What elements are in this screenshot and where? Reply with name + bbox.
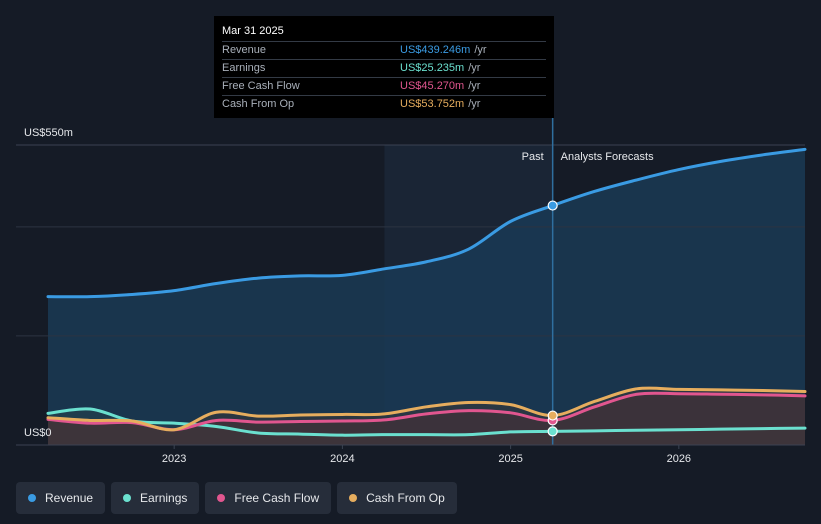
- x-tick-label: 2024: [330, 453, 354, 465]
- tooltip-label: Revenue: [222, 44, 267, 56]
- legend-item-free-cash-flow[interactable]: Free Cash Flow: [205, 482, 332, 514]
- tooltip-label: Free Cash Flow: [222, 80, 300, 92]
- chart: US$550m US$0 2023 2024 2025 2026 Past Analysts …: [16, 118, 807, 465]
- y-axis-bottom-label: US$0: [24, 427, 52, 439]
- area-revenue: [48, 149, 805, 445]
- legend-dot-icon: [28, 494, 36, 502]
- tooltip-unit: /yr: [468, 62, 481, 74]
- past-label: Past: [522, 151, 544, 163]
- x-tick-label: 2023: [162, 453, 186, 465]
- legend-dot-icon: [217, 494, 226, 502]
- tooltip-row-revenue: Revenue US$439.246m /yr: [222, 41, 546, 59]
- legend-item-revenue[interactable]: Revenue: [16, 482, 106, 514]
- marker-revenue: [547, 200, 558, 211]
- legend: Revenue Earnings Free Cash Flow Cash Fro…: [16, 482, 457, 514]
- legend-dot-icon: [349, 494, 358, 502]
- tooltip-value: US$53.752m: [400, 98, 465, 110]
- marker-cash-from-op: [547, 410, 558, 421]
- legend-dot-icon: [123, 494, 132, 502]
- tooltip-row-free-cash-flow: Free Cash Flow US$45.270m /yr: [222, 77, 546, 95]
- tooltip-row-earnings: Earnings US$25.235m /yr: [222, 59, 546, 77]
- tooltip-unit: /yr: [468, 98, 481, 110]
- tooltip-value: US$25.235m: [400, 62, 465, 74]
- marker-earnings: [547, 426, 558, 437]
- legend-item-cash-from-op[interactable]: Cash From Op: [337, 482, 457, 514]
- tooltip-row-cash-from-op: Cash From Op US$53.752m /yr: [222, 95, 546, 113]
- tooltip-date: Mar 31 2025: [222, 25, 284, 37]
- tooltip-label: Earnings: [222, 62, 266, 74]
- x-tick-label: 2026: [667, 453, 691, 465]
- legend-label: Revenue: [45, 491, 94, 505]
- legend-label: Earnings: [140, 491, 188, 505]
- legend-label: Free Cash Flow: [234, 491, 320, 505]
- tooltip-value: US$45.270m: [400, 80, 465, 92]
- forecast-label: Analysts Forecasts: [561, 151, 654, 163]
- tooltip-label: Cash From Op: [222, 98, 295, 110]
- y-axis-top-label: US$550m: [24, 127, 73, 139]
- legend-item-earnings[interactable]: Earnings: [111, 482, 200, 514]
- tooltip: Mar 31 2025 Revenue US$439.246m /yr Earn…: [214, 16, 554, 118]
- line-revenue: [46, 147, 807, 299]
- line-earnings: [46, 407, 807, 437]
- line-cash-from-op: [46, 386, 807, 432]
- tooltip-unit: /yr: [474, 44, 487, 56]
- tooltip-unit: /yr: [468, 80, 481, 92]
- x-tick-label: 2025: [498, 453, 522, 465]
- legend-label: Cash From Op: [366, 491, 445, 505]
- tooltip-value: US$439.246m: [400, 44, 471, 56]
